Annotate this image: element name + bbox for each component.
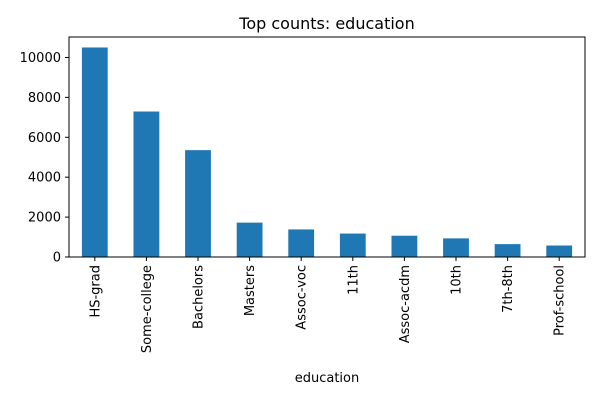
y-tick-label: 6000 <box>28 131 61 146</box>
bar-7th-8th <box>494 244 521 257</box>
bar-masters <box>236 222 263 257</box>
x-tick-label: Prof-school <box>553 265 568 336</box>
x-axis: HS-grad Some-college Bachelors Masters Assoc… <box>88 257 568 353</box>
x-tick-label: 11th <box>346 265 361 295</box>
plot-frame <box>68 36 586 258</box>
x-tick-label: Bachelors <box>192 265 207 329</box>
bar-some-college <box>133 111 160 258</box>
x-tick-label: Masters <box>243 265 258 316</box>
x-tick-label: HS-grad <box>88 265 103 318</box>
x-tick-label: 10th <box>450 265 465 295</box>
bar-11th <box>339 233 366 257</box>
bar-prof-school <box>546 245 573 257</box>
bar-hs-grad <box>81 47 108 258</box>
y-tick-label: 2000 <box>28 211 61 226</box>
x-tick-label: Assoc-acdm <box>398 265 413 343</box>
bar-bachelors <box>185 150 211 257</box>
y-axis: 0 2000 4000 6000 8000 10000 <box>20 51 69 266</box>
chart-title: Top counts: education <box>238 14 414 33</box>
y-tick-label: 8000 <box>28 91 61 106</box>
bar-10th <box>443 238 469 257</box>
x-tick-label: 7th-8th <box>501 265 516 313</box>
x-axis-label: education <box>295 371 360 386</box>
bars-layer <box>81 47 573 258</box>
bar-assoc-acdm <box>391 235 418 257</box>
y-tick-label: 0 <box>53 251 61 266</box>
bar-assoc-voc <box>288 229 315 257</box>
y-tick-label: 4000 <box>28 171 61 186</box>
x-tick-label: Some-college <box>140 265 155 353</box>
y-tick-label: 10000 <box>20 51 61 66</box>
x-tick-label: Assoc-voc <box>295 265 310 330</box>
